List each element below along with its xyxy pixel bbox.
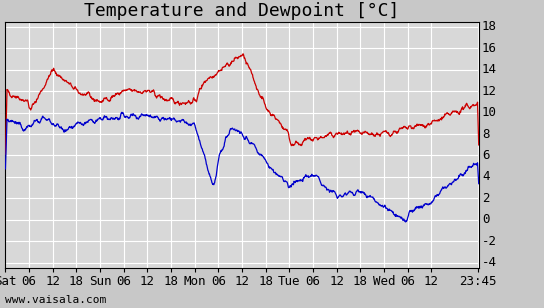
- Text: 12: 12: [482, 85, 497, 98]
- Title: Temperature and Dewpoint [°C]: Temperature and Dewpoint [°C]: [84, 2, 400, 20]
- Text: 10: 10: [482, 106, 497, 119]
- Text: 18: 18: [482, 20, 497, 33]
- Text: 8: 8: [482, 128, 490, 140]
- Text: 16: 16: [482, 42, 497, 55]
- Text: 0: 0: [482, 213, 490, 226]
- Text: -2: -2: [482, 235, 497, 248]
- Text: -4: -4: [482, 256, 497, 269]
- Text: 6: 6: [482, 149, 490, 162]
- Text: 4: 4: [482, 170, 490, 183]
- Text: 2: 2: [482, 192, 490, 205]
- Text: www.vaisala.com: www.vaisala.com: [5, 295, 107, 305]
- Text: 14: 14: [482, 63, 497, 76]
